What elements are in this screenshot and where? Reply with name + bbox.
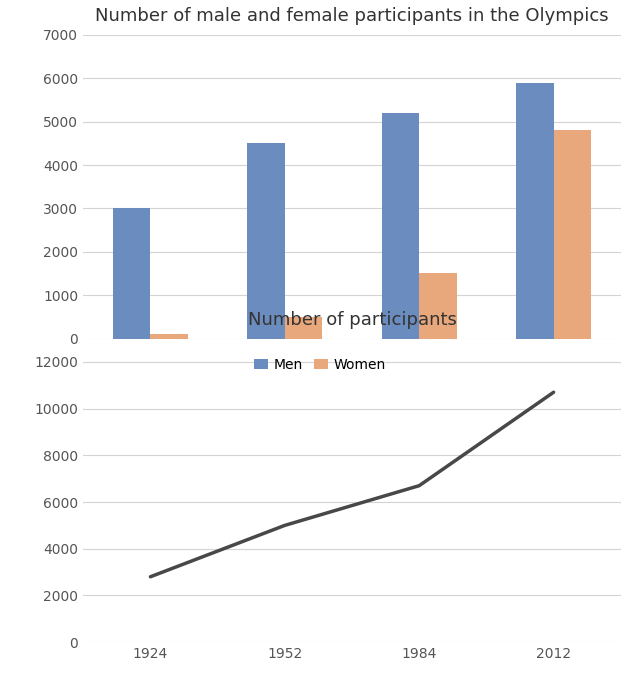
Bar: [554, 131, 591, 339]
Bar: [150, 334, 188, 339]
Legend: Men, Women: Men, Women: [249, 352, 391, 378]
Title: Number of male and female participants in the Olympics: Number of male and female participants i…: [95, 7, 609, 25]
Bar: [516, 82, 554, 339]
Bar: [381, 113, 419, 339]
Bar: [285, 317, 323, 339]
Bar: [419, 274, 457, 339]
Bar: [247, 143, 285, 339]
Bar: [113, 209, 150, 339]
Title: Number of participants: Number of participants: [248, 311, 456, 329]
